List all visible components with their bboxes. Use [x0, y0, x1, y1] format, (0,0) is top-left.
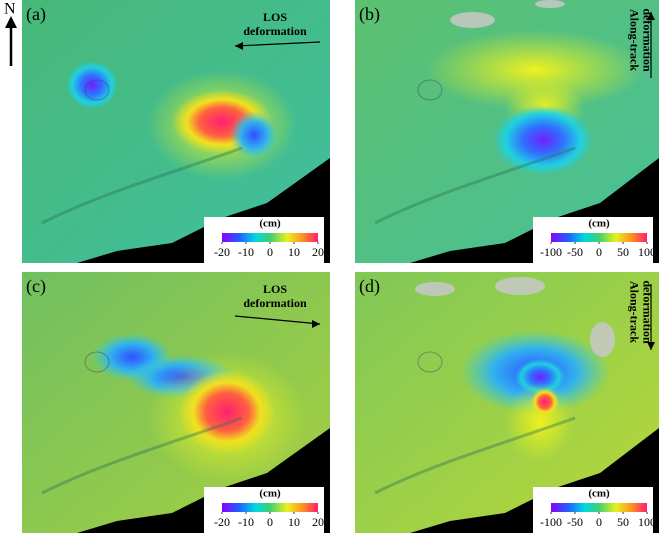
colorbar — [222, 233, 318, 242]
panel: (d) Along-track deformation (cm) -100 -50 0 50 1… — [355, 272, 659, 533]
arrow-head — [647, 12, 655, 20]
colorbar-tick-label: 20 — [312, 515, 324, 529]
annotation: Along-track — [627, 281, 641, 343]
deformation-blob — [179, 370, 275, 454]
map — [355, 272, 659, 533]
annotation: deformation — [243, 24, 307, 38]
deformation-blob — [531, 388, 559, 416]
annotation: deformation — [640, 280, 654, 344]
colorbar-tick-label: -10 — [238, 245, 254, 259]
annotation: LOS — [263, 282, 287, 296]
colorbar — [551, 503, 647, 512]
colorbar-unit: (cm) — [588, 218, 610, 230]
panel-label: (d) — [359, 276, 380, 297]
colorbar-tick-label: 50 — [617, 245, 629, 259]
colorbar-tick-label: 100 — [638, 245, 656, 259]
panel-label: (a) — [26, 4, 46, 25]
annotation: LOS — [263, 10, 287, 24]
north-arrow-head — [5, 16, 17, 28]
colorbar-tick-label: -20 — [214, 515, 230, 529]
colorbar-unit: (cm) — [259, 488, 281, 500]
colorbar-tick-label: -20 — [214, 245, 230, 259]
colorbar-tick-label: -50 — [567, 515, 583, 529]
colorbar-tick-label: -50 — [567, 245, 583, 259]
panel: (b) Along-track deformation(cm)-100 -50 0 50 1… — [355, 0, 659, 263]
colorbar — [222, 503, 318, 512]
colorbar-unit: (cm) — [259, 218, 281, 230]
no-data-patch — [450, 12, 495, 28]
colorbar-tick-label: 0 — [267, 245, 273, 259]
annotation: deformation — [243, 296, 307, 310]
rift-line — [41, 146, 243, 225]
crater — [84, 79, 110, 101]
colorbar-tick-label: -100 — [540, 515, 562, 529]
colorbar-tick-label: 100 — [638, 515, 656, 529]
colorbar-tick-label: -10 — [238, 515, 254, 529]
north-label: N — [4, 1, 16, 18]
deformation-arrow — [234, 315, 321, 325]
deformation-blob — [425, 30, 645, 110]
rift-line — [374, 416, 576, 495]
colorbar-tick-label: 0 — [596, 245, 602, 259]
deformation-blob — [493, 105, 593, 175]
rift-line — [374, 146, 576, 225]
annotation-group: Along-track deformation — [627, 280, 654, 344]
no-data-patch — [590, 322, 615, 357]
crater — [417, 79, 443, 101]
rift-line — [41, 416, 243, 495]
panel-label: (c) — [26, 276, 46, 297]
crater — [417, 351, 443, 373]
annotation: Along-track — [627, 9, 641, 71]
deformation-blob — [66, 61, 118, 109]
crater — [84, 351, 110, 373]
colorbar-tick-label: 10 — [288, 515, 300, 529]
colorbar-tick-label: 0 — [596, 515, 602, 529]
arrow-head — [312, 320, 320, 328]
no-data-patch — [415, 282, 455, 296]
deformation-arrow — [234, 41, 321, 47]
no-data-patch — [495, 277, 545, 295]
arrow-head — [235, 42, 243, 50]
panel-label: (b) — [359, 4, 380, 25]
arrow-head — [647, 342, 655, 350]
colorbar-tick-label: 10 — [288, 245, 300, 259]
colorbar-tick-label: 20 — [312, 245, 324, 259]
no-data-patch — [535, 0, 565, 8]
deformation-blob — [230, 111, 278, 159]
colorbar — [551, 233, 647, 242]
colorbar-tick-label: 50 — [617, 515, 629, 529]
colorbar-tick-label: -100 — [540, 245, 562, 259]
colorbar-unit: (cm) — [588, 488, 610, 500]
colorbar-tick-label: 0 — [267, 515, 273, 529]
